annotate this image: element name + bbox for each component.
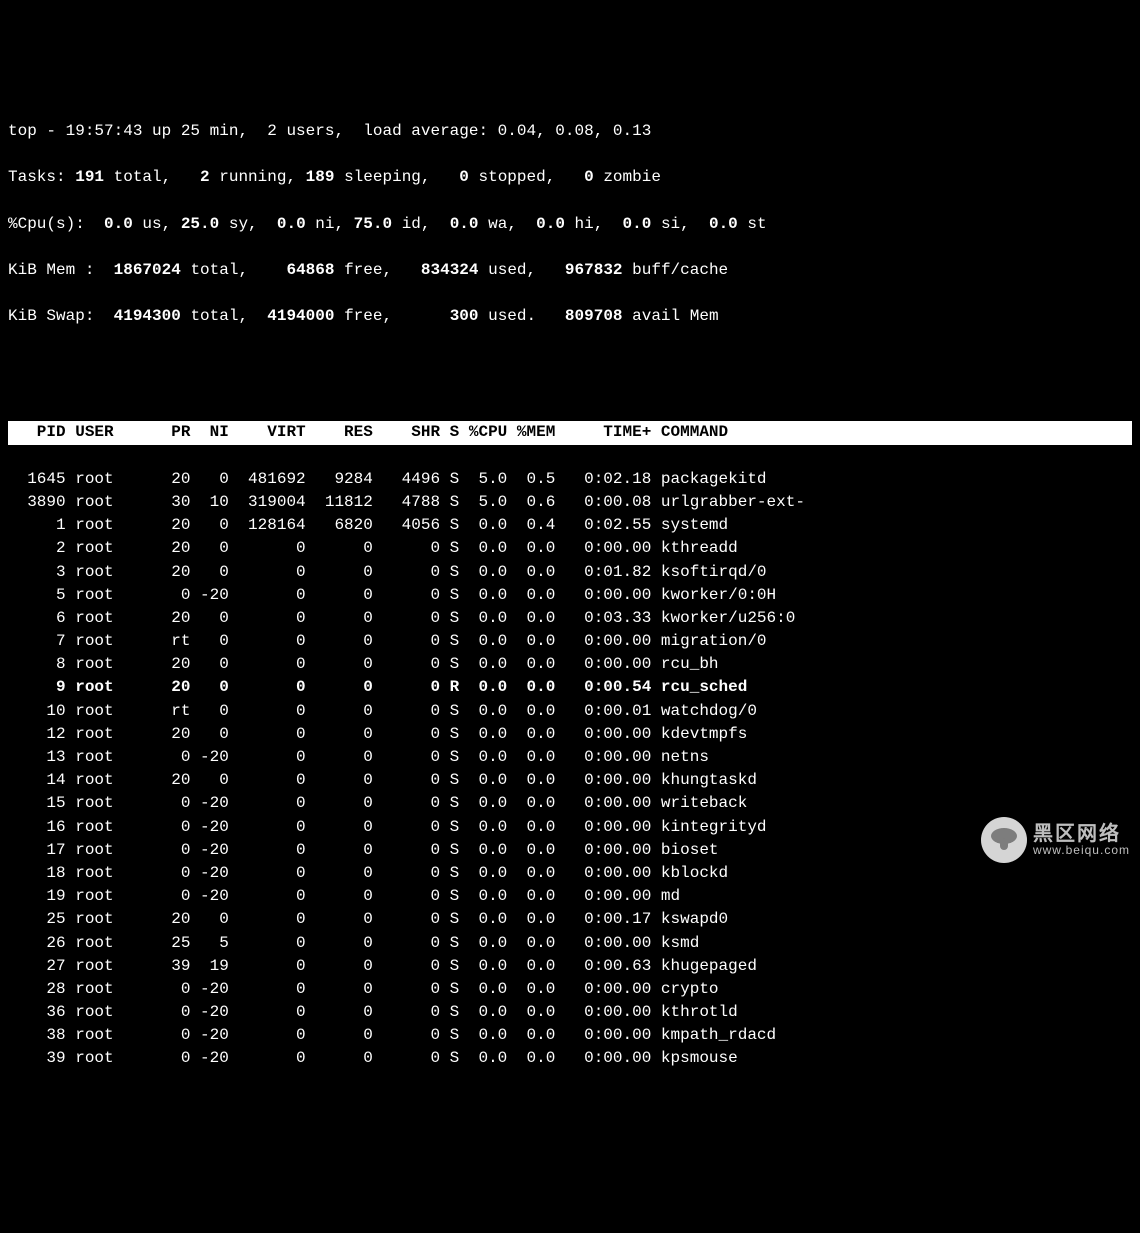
process-row[interactable]: 16 root 0 -20 0 0 0 S 0.0 0.0 0:00.00 ki… [8, 816, 1132, 839]
uptime-line: top - 19:57:43 up 25 min, 2 users, load … [8, 120, 1132, 143]
process-row[interactable]: 27 root 39 19 0 0 0 S 0.0 0.0 0:00.63 kh… [8, 955, 1132, 978]
process-row[interactable]: 6 root 20 0 0 0 0 S 0.0 0.0 0:03.33 kwor… [8, 607, 1132, 630]
process-row[interactable]: 17 root 0 -20 0 0 0 S 0.0 0.0 0:00.00 bi… [8, 839, 1132, 862]
process-row[interactable]: 7 root rt 0 0 0 0 S 0.0 0.0 0:00.00 migr… [8, 630, 1132, 653]
mem-line: KiB Mem : 1867024 total, 64868 free, 834… [8, 259, 1132, 282]
process-row[interactable]: 8 root 20 0 0 0 0 S 0.0 0.0 0:00.00 rcu_… [8, 653, 1132, 676]
cpu-line: %Cpu(s): 0.0 us, 25.0 sy, 0.0 ni, 75.0 i… [8, 213, 1132, 236]
process-row[interactable]: 19 root 0 -20 0 0 0 S 0.0 0.0 0:00.00 md [8, 885, 1132, 908]
process-row[interactable]: 13 root 0 -20 0 0 0 S 0.0 0.0 0:00.00 ne… [8, 746, 1132, 769]
process-row[interactable]: 9 root 20 0 0 0 0 R 0.0 0.0 0:00.54 rcu_… [8, 676, 1132, 699]
watermark: 黑区网络 www.beiqu.com [981, 817, 1130, 863]
process-row[interactable]: 28 root 0 -20 0 0 0 S 0.0 0.0 0:00.00 cr… [8, 978, 1132, 1001]
swap-line: KiB Swap: 4194300 total, 4194000 free, 3… [8, 305, 1132, 328]
process-row[interactable]: 2 root 20 0 0 0 0 S 0.0 0.0 0:00.00 kthr… [8, 537, 1132, 560]
process-row[interactable]: 15 root 0 -20 0 0 0 S 0.0 0.0 0:00.00 wr… [8, 792, 1132, 815]
top-summary: top - 19:57:43 up 25 min, 2 users, load … [8, 97, 1132, 352]
process-row[interactable]: 18 root 0 -20 0 0 0 S 0.0 0.0 0:00.00 kb… [8, 862, 1132, 885]
blank-line [8, 375, 1132, 398]
mushroom-icon [981, 817, 1027, 863]
process-row[interactable]: 1 root 20 0 128164 6820 4056 S 0.0 0.4 0… [8, 514, 1132, 537]
process-row[interactable]: 3890 root 30 10 319004 11812 4788 S 5.0 … [8, 491, 1132, 514]
process-row[interactable]: 10 root rt 0 0 0 0 S 0.0 0.0 0:00.01 wat… [8, 700, 1132, 723]
process-row[interactable]: 5 root 0 -20 0 0 0 S 0.0 0.0 0:00.00 kwo… [8, 584, 1132, 607]
process-row[interactable]: 39 root 0 -20 0 0 0 S 0.0 0.0 0:00.00 kp… [8, 1047, 1132, 1070]
column-header: PID USER PR NI VIRT RES SHR S %CPU %MEM … [8, 421, 1132, 444]
process-row[interactable]: 25 root 20 0 0 0 0 S 0.0 0.0 0:00.17 ksw… [8, 908, 1132, 931]
process-row[interactable]: 38 root 0 -20 0 0 0 S 0.0 0.0 0:00.00 km… [8, 1024, 1132, 1047]
process-row[interactable]: 1645 root 20 0 481692 9284 4496 S 5.0 0.… [8, 468, 1132, 491]
process-list: 1645 root 20 0 481692 9284 4496 S 5.0 0.… [8, 468, 1132, 1071]
process-row[interactable]: 36 root 0 -20 0 0 0 S 0.0 0.0 0:00.00 kt… [8, 1001, 1132, 1024]
process-row[interactable]: 12 root 20 0 0 0 0 S 0.0 0.0 0:00.00 kde… [8, 723, 1132, 746]
watermark-url: www.beiqu.com [1033, 844, 1130, 856]
process-row[interactable]: 3 root 20 0 0 0 0 S 0.0 0.0 0:01.82 ksof… [8, 561, 1132, 584]
process-row[interactable]: 14 root 20 0 0 0 0 S 0.0 0.0 0:00.00 khu… [8, 769, 1132, 792]
watermark-title: 黑区网络 [1033, 824, 1130, 844]
tasks-line: Tasks: 191 total, 2 running, 189 sleepin… [8, 166, 1132, 189]
process-row[interactable]: 26 root 25 5 0 0 0 S 0.0 0.0 0:00.00 ksm… [8, 932, 1132, 955]
